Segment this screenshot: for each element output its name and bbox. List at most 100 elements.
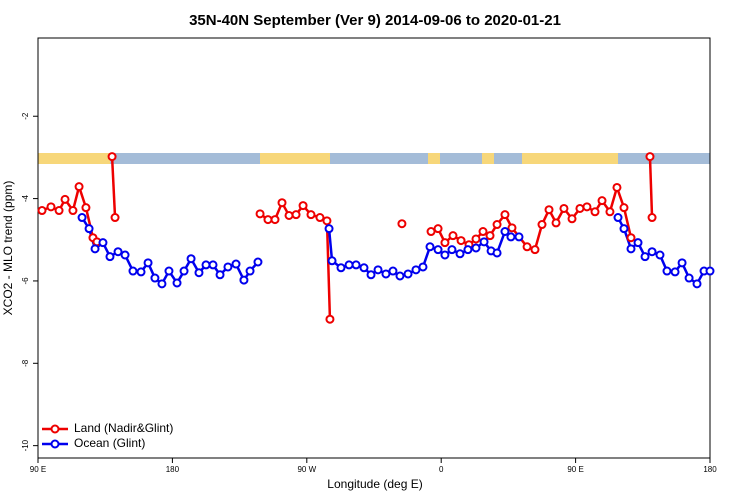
- data-point: [485, 231, 495, 241]
- data-point: [90, 244, 100, 254]
- data-point: [327, 256, 337, 266]
- data-point: [37, 206, 47, 216]
- data-point: [500, 210, 510, 220]
- data-point: [263, 215, 273, 225]
- data-point: [640, 252, 650, 262]
- data-point: [440, 250, 450, 260]
- data-point: [619, 203, 629, 213]
- data-point: [150, 273, 160, 283]
- data-point: [479, 237, 489, 247]
- plot-frame: [37, 37, 711, 459]
- data-point: [143, 258, 153, 268]
- data-point: [81, 203, 91, 213]
- data-point: [619, 224, 629, 234]
- data-point: [433, 224, 443, 234]
- data-point: [478, 227, 488, 237]
- data-point: [255, 209, 265, 219]
- data-point: [397, 219, 407, 229]
- data-point: [551, 218, 561, 228]
- data-point: [113, 247, 123, 257]
- series-line: [110, 156, 117, 218]
- data-point: [105, 252, 115, 262]
- data-point: [215, 270, 225, 280]
- x-tick-label: 90 E: [567, 465, 583, 474]
- data-point: [597, 196, 607, 206]
- data-point: [626, 233, 636, 243]
- series-line: [41, 182, 98, 243]
- legend-marker: [50, 424, 60, 434]
- x-tick-label: 0: [439, 465, 444, 474]
- data-point: [492, 248, 502, 258]
- x-axis-label: Longitude (deg E): [327, 477, 422, 491]
- data-point: [514, 232, 524, 242]
- data-point: [670, 267, 680, 277]
- data-point: [239, 275, 249, 285]
- data-point: [68, 206, 78, 216]
- x-tick-label: 90 W: [297, 465, 316, 474]
- data-point: [575, 203, 585, 213]
- data-point: [403, 269, 413, 279]
- surface-strip: [38, 153, 710, 164]
- data-point: [325, 314, 335, 324]
- land-strip: [38, 153, 618, 164]
- data-point: [440, 238, 450, 248]
- y-axis-label: XCO2 - MLO trend (ppm): [1, 181, 15, 316]
- legend-marker: [50, 439, 60, 449]
- data-point: [530, 245, 540, 255]
- data-point: [344, 260, 354, 270]
- data-point: [381, 269, 391, 279]
- legend-label: Land (Nadir&Glint): [74, 421, 173, 435]
- data-point: [633, 238, 643, 248]
- data-point: [559, 203, 569, 213]
- data-point: [522, 242, 532, 252]
- data-point: [425, 242, 435, 252]
- data-point: [590, 207, 600, 217]
- data-point: [231, 259, 241, 269]
- data-point: [456, 236, 466, 246]
- data-point: [120, 250, 130, 260]
- data-point: [336, 263, 346, 273]
- data-point: [98, 238, 108, 248]
- data-point: [612, 182, 622, 192]
- data-point: [395, 271, 405, 281]
- data-point: [46, 202, 56, 212]
- data-point: [306, 210, 316, 220]
- data-point: [359, 263, 369, 273]
- data-point: [322, 216, 332, 226]
- data-point: [677, 258, 687, 268]
- data-point: [506, 232, 516, 242]
- data-point: [84, 224, 94, 234]
- data-point: [500, 227, 510, 237]
- data-point: [60, 194, 70, 204]
- data-point: [605, 207, 615, 217]
- data-point: [74, 182, 84, 192]
- data-point: [179, 266, 189, 276]
- data-point: [208, 260, 218, 270]
- x-tick-label: 180: [703, 465, 717, 474]
- data-point: [537, 220, 547, 230]
- data-point: [647, 213, 657, 223]
- series-line: [648, 156, 654, 218]
- x-tick-label: 180: [166, 465, 180, 474]
- data-point: [194, 268, 204, 278]
- data-point: [277, 198, 287, 208]
- data-point: [315, 213, 325, 223]
- data-point: [448, 231, 458, 241]
- data-point: [351, 260, 361, 270]
- data-point: [544, 205, 554, 215]
- data-point: [157, 279, 167, 289]
- data-point: [705, 266, 715, 276]
- data-point: [662, 266, 672, 276]
- data-point: [270, 215, 280, 225]
- data-point: [645, 152, 655, 162]
- data-point: [507, 223, 517, 233]
- data-point: [373, 265, 383, 275]
- data-point: [447, 245, 457, 255]
- data-point: [136, 267, 146, 277]
- data-point: [54, 206, 64, 216]
- chart-title: 35N-40N September (Ver 9) 2014-09-06 to …: [189, 12, 561, 29]
- data-point: [284, 210, 294, 220]
- data-point: [471, 243, 481, 253]
- data-point: [684, 273, 694, 283]
